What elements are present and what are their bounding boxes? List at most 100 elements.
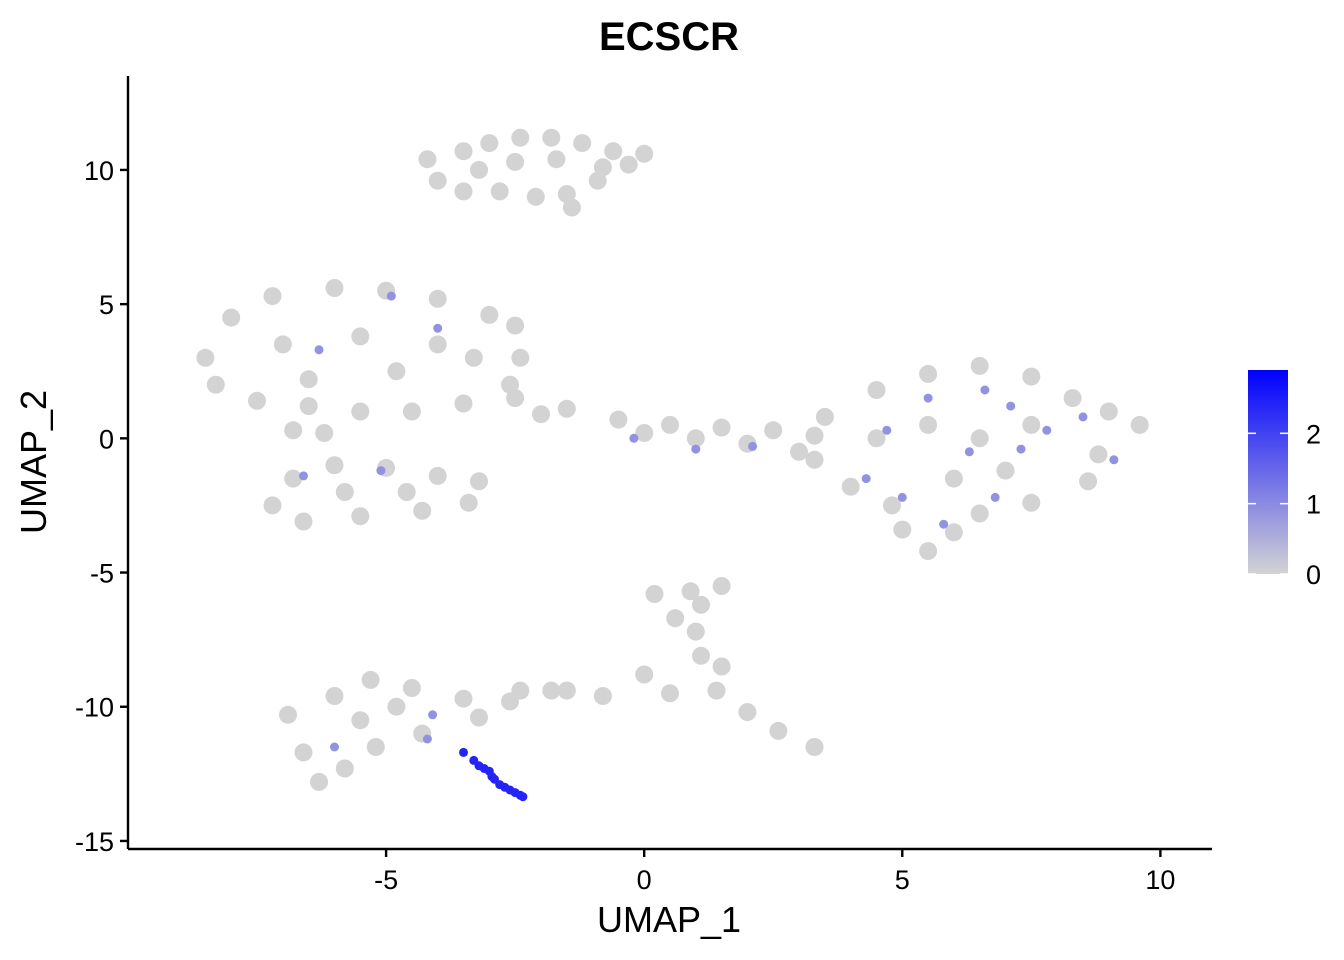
data-point bbox=[464, 348, 483, 367]
data-point bbox=[506, 316, 525, 335]
data-point bbox=[1022, 493, 1041, 512]
y-tick-label: -5 bbox=[90, 559, 114, 589]
data-point bbox=[861, 474, 871, 484]
data-point bbox=[1099, 402, 1118, 421]
data-point bbox=[511, 681, 530, 700]
data-point bbox=[980, 385, 990, 395]
x-axis-title: UMAP_1 bbox=[597, 899, 741, 940]
data-point bbox=[335, 759, 354, 778]
data-point bbox=[526, 187, 545, 206]
data-point bbox=[1022, 367, 1041, 386]
data-point bbox=[542, 128, 561, 147]
data-point bbox=[805, 426, 824, 445]
data-point bbox=[867, 429, 886, 448]
data-point bbox=[970, 504, 989, 523]
data-point bbox=[413, 501, 432, 520]
data-point bbox=[573, 134, 592, 153]
data-point bbox=[712, 418, 731, 437]
data-point bbox=[604, 142, 623, 161]
data-point bbox=[402, 679, 421, 697]
data-point bbox=[1016, 444, 1026, 454]
data-point bbox=[222, 308, 241, 327]
y-axis-ticks: 10 5 0 -5 -10 -15 bbox=[75, 156, 128, 857]
data-point bbox=[351, 327, 370, 346]
data-point bbox=[325, 687, 344, 705]
data-point bbox=[284, 421, 303, 440]
data-point bbox=[593, 158, 612, 177]
data-point bbox=[518, 792, 528, 802]
data-point bbox=[428, 710, 438, 720]
data-point bbox=[418, 150, 437, 169]
data-point bbox=[805, 450, 824, 469]
data-point bbox=[557, 399, 576, 418]
data-point bbox=[1022, 415, 1041, 434]
data-point bbox=[428, 335, 447, 354]
data-point bbox=[542, 681, 561, 700]
data-point bbox=[480, 134, 499, 153]
data-point bbox=[459, 493, 478, 512]
data-point bbox=[666, 609, 685, 628]
data-point bbox=[366, 738, 385, 756]
data-point bbox=[386, 291, 396, 301]
data-point bbox=[964, 447, 974, 457]
data-point bbox=[459, 747, 468, 757]
data-point bbox=[738, 703, 757, 722]
data-point bbox=[480, 305, 499, 324]
data-point bbox=[970, 429, 989, 448]
data-point bbox=[609, 410, 628, 429]
data-point bbox=[593, 687, 612, 705]
data-point bbox=[748, 441, 758, 451]
data-point bbox=[1063, 389, 1082, 408]
y-tick-label: -15 bbox=[75, 827, 114, 857]
x-tick-label: 0 bbox=[637, 865, 652, 895]
data-point bbox=[996, 461, 1015, 480]
data-point bbox=[196, 348, 215, 367]
legend-tick-label: 1 bbox=[1306, 490, 1321, 520]
data-point bbox=[867, 381, 886, 399]
data-point bbox=[310, 772, 328, 791]
data-point bbox=[939, 519, 949, 529]
data-point bbox=[428, 289, 447, 308]
data-point bbox=[841, 477, 860, 496]
data-point bbox=[387, 697, 406, 716]
data-point bbox=[619, 155, 638, 174]
data-point bbox=[490, 182, 509, 201]
data-point bbox=[686, 622, 705, 641]
data-point bbox=[790, 442, 808, 461]
data-point bbox=[893, 520, 912, 539]
data-point bbox=[645, 585, 664, 603]
data-point bbox=[325, 279, 344, 297]
data-point bbox=[294, 743, 313, 762]
data-point bbox=[692, 595, 710, 614]
data-point bbox=[923, 393, 933, 403]
data-point bbox=[897, 492, 907, 502]
data-point bbox=[547, 150, 566, 169]
y-tick-label: 5 bbox=[99, 290, 114, 320]
data-point bbox=[351, 711, 370, 730]
data-point bbox=[1078, 412, 1088, 422]
data-point bbox=[273, 335, 292, 354]
data-point bbox=[661, 415, 679, 434]
data-point bbox=[428, 171, 447, 190]
data-point bbox=[206, 375, 225, 394]
y-tick-label: 10 bbox=[84, 156, 114, 186]
data-point bbox=[511, 348, 530, 367]
y-tick-label: 0 bbox=[99, 424, 114, 454]
data-point bbox=[1109, 455, 1119, 465]
data-point bbox=[470, 160, 488, 179]
data-point bbox=[428, 466, 447, 485]
data-point bbox=[635, 424, 654, 442]
data-point bbox=[284, 469, 303, 488]
y-axis-title: UMAP_2 bbox=[13, 390, 54, 534]
data-point bbox=[686, 429, 705, 448]
data-point bbox=[1042, 425, 1052, 435]
data-point bbox=[712, 577, 731, 595]
data-point bbox=[351, 402, 370, 421]
data-point bbox=[692, 646, 710, 665]
data-point bbox=[361, 670, 380, 689]
data-point bbox=[330, 742, 339, 752]
color-legend-ticks: 0 1 2 bbox=[1248, 419, 1321, 590]
data-point bbox=[454, 182, 473, 201]
data-point bbox=[454, 689, 473, 708]
